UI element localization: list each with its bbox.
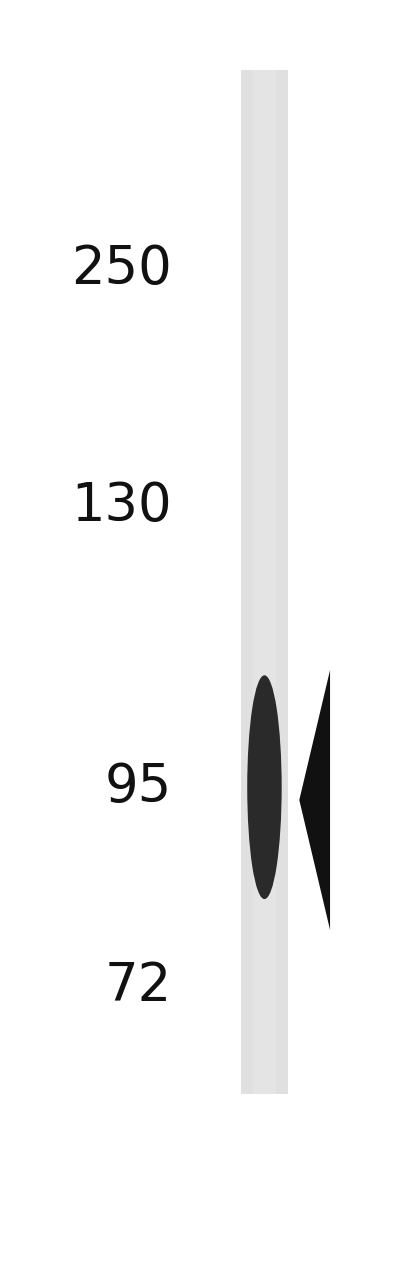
Text: 72: 72: [105, 960, 172, 1011]
Polygon shape: [299, 671, 329, 929]
Text: 95: 95: [105, 762, 172, 813]
Text: 250: 250: [71, 243, 172, 294]
Text: 130: 130: [72, 480, 172, 531]
Ellipse shape: [247, 676, 281, 899]
Bar: [240, 70, 288, 1094]
Bar: [252, 70, 276, 1094]
